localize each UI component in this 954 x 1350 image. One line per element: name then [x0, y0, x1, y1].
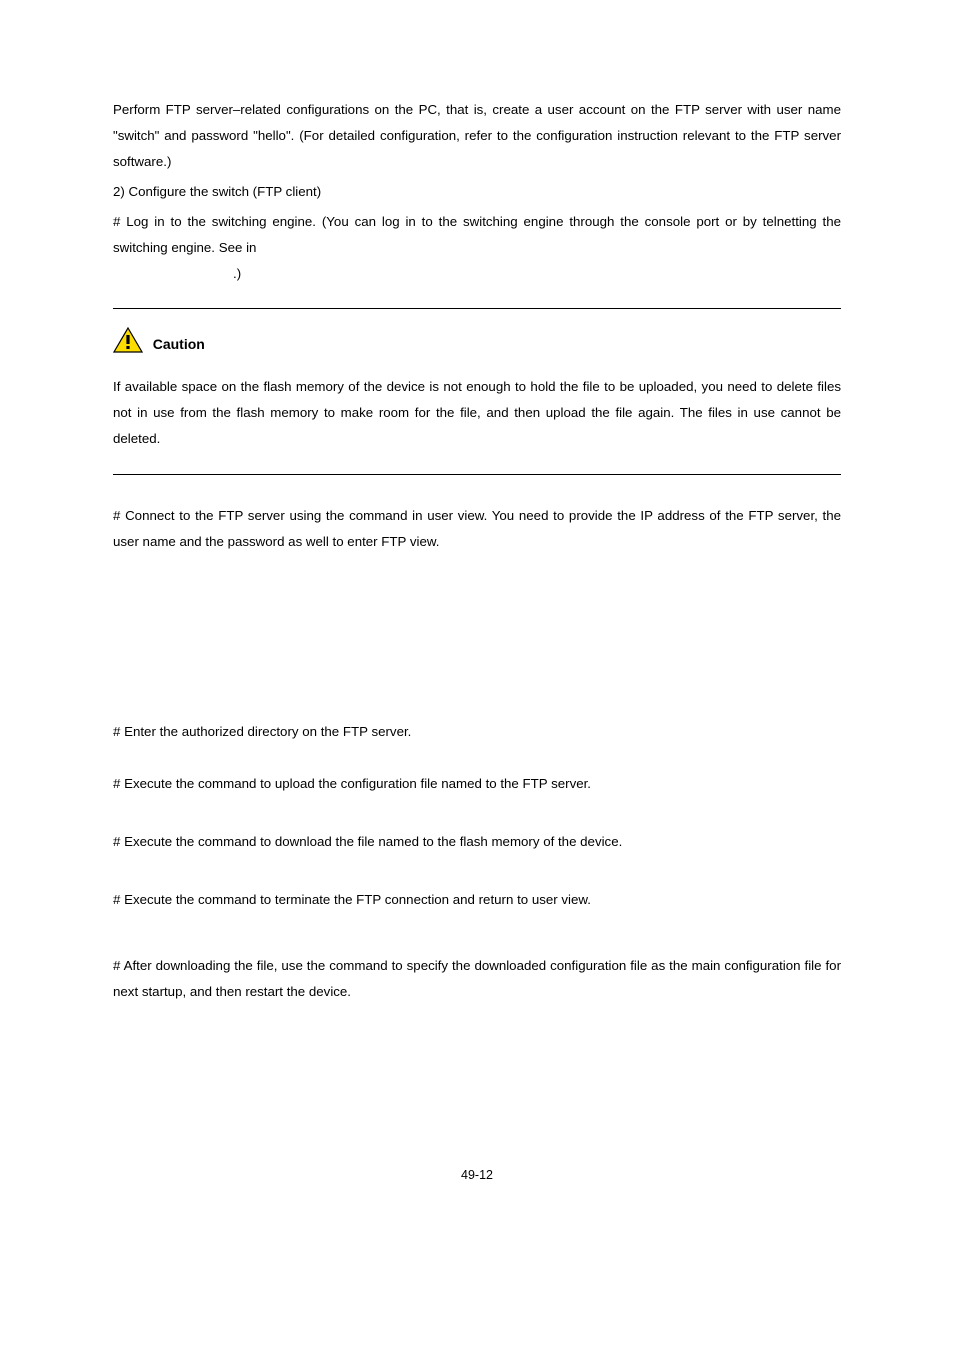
- text-fragment: # Log in to the switching engine. (You c…: [113, 214, 841, 255]
- page-number: 49-12: [113, 1163, 841, 1187]
- paragraph-ftp-server-config: Perform FTP server–related configuration…: [113, 97, 841, 175]
- text-fragment: command to download the file named: [198, 834, 423, 849]
- paragraph-after-download: # After downloading the file, use the co…: [113, 953, 841, 1005]
- paragraph-exec-quit: # Execute the command to terminate the F…: [113, 887, 841, 913]
- caution-header: Caution: [113, 327, 841, 362]
- text-fragment: # After downloading the file, use the: [113, 958, 329, 973]
- text-fragment: command to upload the configuration file…: [198, 776, 486, 791]
- step-2-heading: 2) Configure the switch (FTP client): [113, 179, 841, 205]
- paragraph-login-instruction: # Log in to the switching engine. (You c…: [113, 209, 841, 261]
- caution-body: If available space on the flash memory o…: [113, 374, 841, 452]
- paragraph-trailing: .): [113, 261, 841, 287]
- caution-icon: [113, 327, 143, 362]
- divider-bottom: [113, 474, 841, 475]
- paragraph-enter-dir: # Enter the authorized directory on the …: [113, 719, 841, 745]
- text-fragment: # Execute the: [113, 892, 198, 907]
- caution-label: Caution: [153, 331, 205, 358]
- text-fragment: to the FTP server.: [486, 776, 591, 791]
- divider-top: [113, 308, 841, 309]
- text-fragment: to the flash memory of the device.: [423, 834, 623, 849]
- text-fragment: in: [246, 240, 256, 255]
- text-fragment: # Connect to the FTP server using the: [113, 508, 349, 523]
- paragraph-exec-get: # Execute the command to download the fi…: [113, 829, 841, 855]
- paragraph-exec-put: # Execute the command to upload the conf…: [113, 771, 841, 797]
- paragraph-connect-ftp: # Connect to the FTP server using the co…: [113, 503, 841, 555]
- text-fragment: command to terminate the FTP connection …: [198, 892, 591, 907]
- text-fragment: # Execute the: [113, 776, 198, 791]
- text-fragment: # Execute the: [113, 834, 198, 849]
